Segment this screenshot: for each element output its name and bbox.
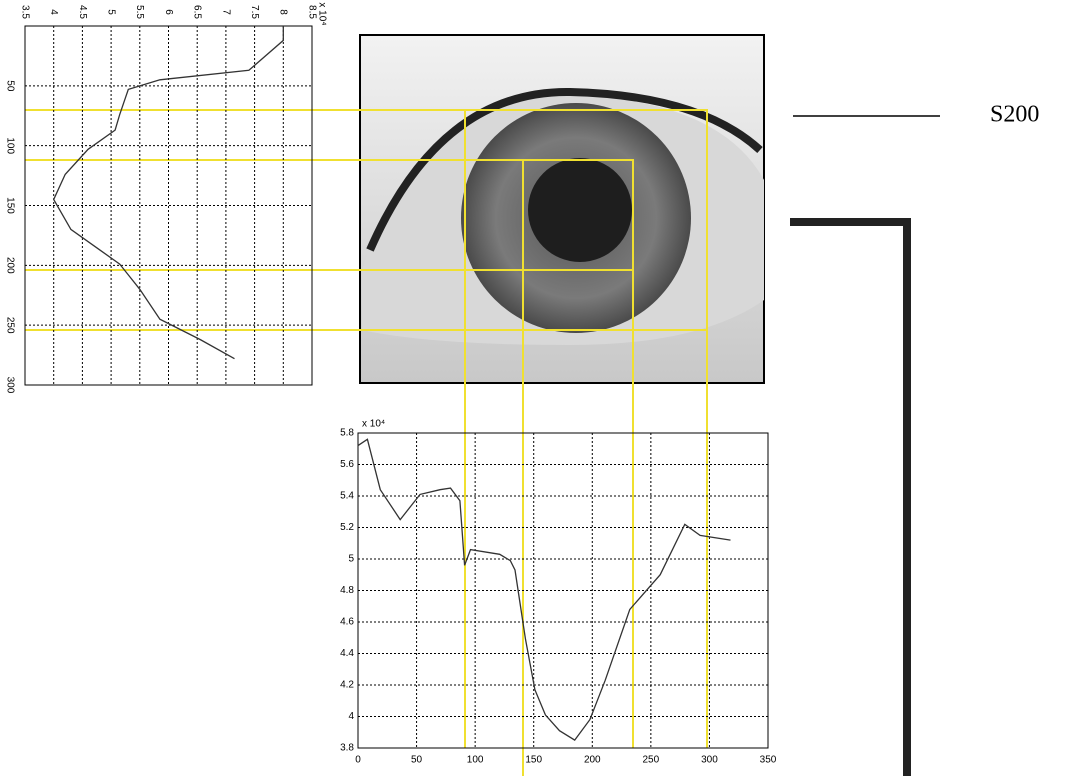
y-tick-label: 4.4 bbox=[340, 648, 354, 659]
y-tick-label: 4.8 bbox=[340, 585, 354, 596]
y-tick-label: 5 bbox=[105, 9, 116, 15]
x-tick-label: 200 bbox=[584, 755, 601, 766]
y-tick-label: 6 bbox=[163, 9, 174, 15]
x-tick-label: 250 bbox=[643, 755, 660, 766]
x-tick-label: 100 bbox=[467, 755, 484, 766]
y-tick-label: 3.8 bbox=[340, 743, 354, 754]
y-tick-label: 4 bbox=[348, 711, 354, 722]
x-tick-label: 250 bbox=[4, 317, 15, 334]
y-tick-label: 7.5 bbox=[249, 5, 260, 19]
y-tick-label: 8 bbox=[278, 9, 289, 15]
profile-line bbox=[357, 438, 731, 741]
y-tick-label: 8.5 bbox=[306, 5, 317, 19]
yellow-guides bbox=[25, 109, 708, 776]
x-tick-label: 50 bbox=[411, 755, 423, 766]
x-tick-label: 150 bbox=[525, 755, 542, 766]
y-tick-label: 3.5 bbox=[19, 5, 30, 19]
y-tick-label: 4.5 bbox=[77, 5, 88, 19]
y-tick-label: 5 bbox=[348, 554, 354, 565]
connector bbox=[790, 218, 911, 776]
x-tick-label: 350 bbox=[760, 755, 777, 766]
y-tick-label: 5.6 bbox=[340, 459, 354, 470]
axis-exponent: x 10⁴ bbox=[316, 2, 327, 25]
x-tick-label: 300 bbox=[701, 755, 718, 766]
x-tick-label: 50 bbox=[4, 80, 15, 92]
profile-line bbox=[52, 26, 284, 360]
axis-exponent: x 10⁴ bbox=[362, 419, 385, 430]
y-tick-label: 5.5 bbox=[134, 5, 145, 19]
y-tick-label: 5.2 bbox=[340, 522, 354, 533]
reference-label: S200 bbox=[990, 102, 1039, 128]
y-tick-label: 7 bbox=[220, 9, 231, 15]
x-tick-label: 200 bbox=[4, 257, 15, 274]
y-tick-label: 5.8 bbox=[340, 428, 354, 439]
y-tick-label: 4.6 bbox=[340, 617, 354, 628]
y-tick-label: 6.5 bbox=[192, 5, 203, 19]
x-tick-label: 100 bbox=[4, 137, 15, 154]
x-tick-label: 150 bbox=[4, 197, 15, 214]
y-tick-label: 4.2 bbox=[340, 680, 354, 691]
x-tick-label: 0 bbox=[355, 755, 361, 766]
y-tick-label: 5.4 bbox=[340, 491, 354, 502]
y-tick-label: 4 bbox=[48, 9, 59, 15]
x-tick-label: 300 bbox=[4, 377, 15, 394]
